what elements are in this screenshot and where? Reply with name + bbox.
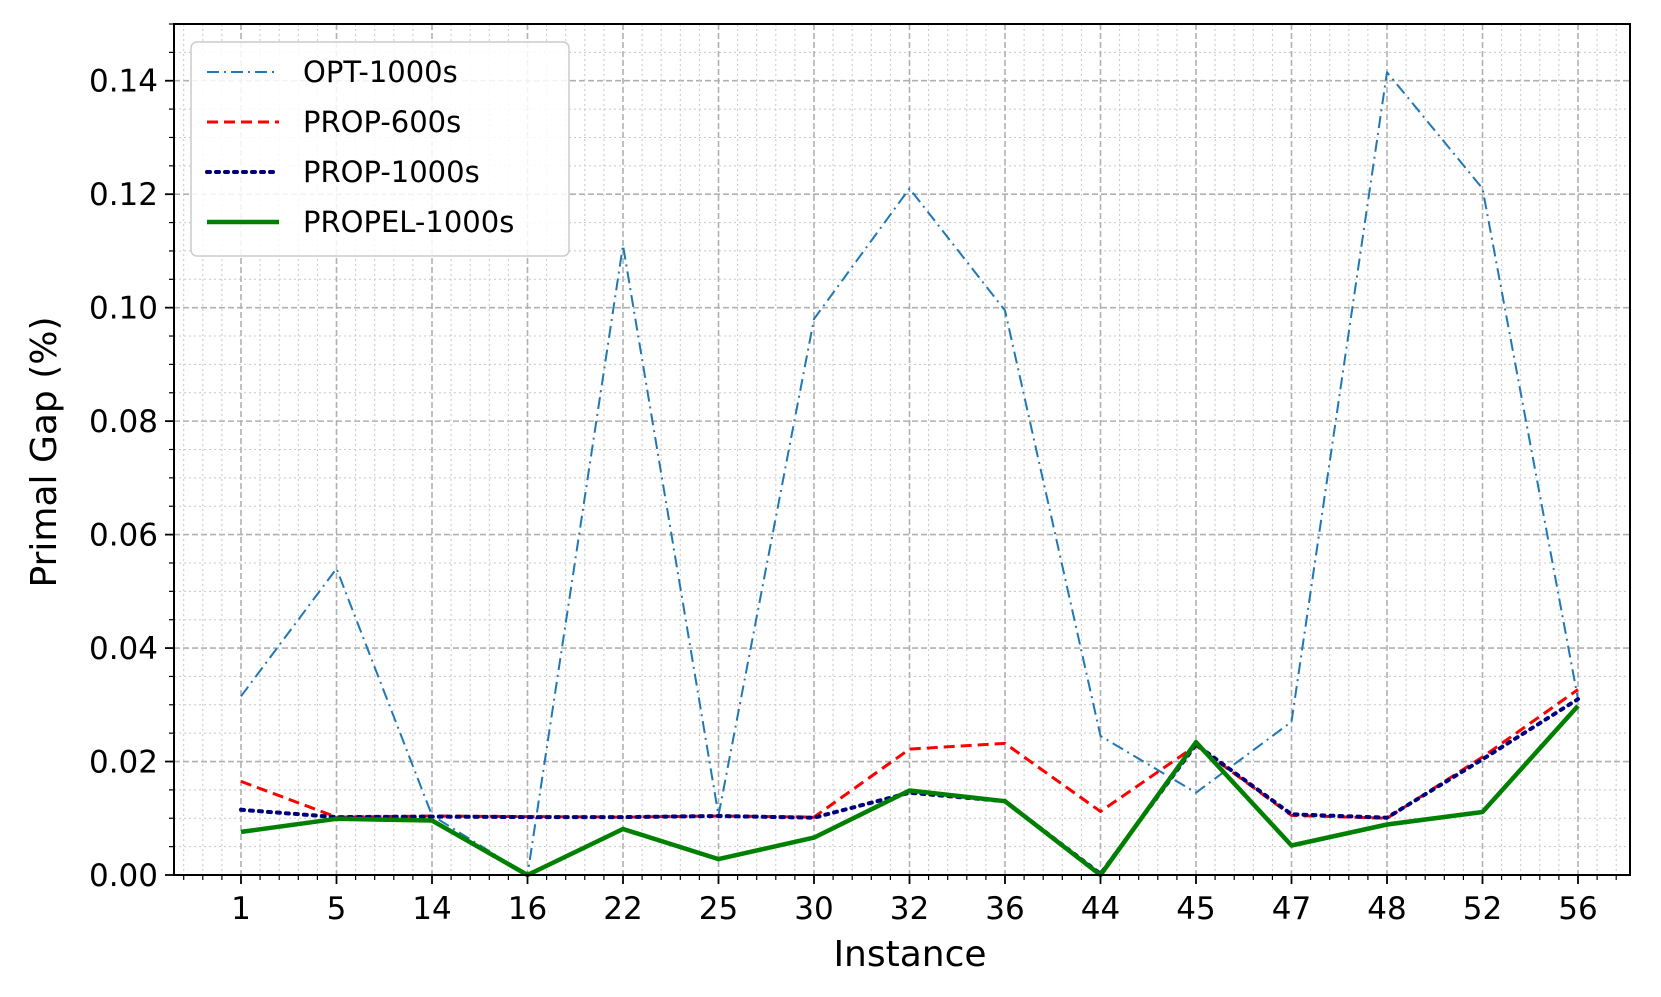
y-tick-label: 0.00 [89, 858, 158, 894]
x-tick-label: 16 [508, 891, 547, 927]
y-tick-label: 0.14 [89, 64, 158, 100]
legend-label: OPT-1000s [303, 55, 458, 89]
legend-label: PROPEL-1000s [303, 205, 514, 239]
x-tick-label: 14 [412, 891, 451, 927]
axis-ticks [165, 23, 1617, 884]
legend-label: PROP-1000s [303, 155, 480, 189]
x-tick-label: 30 [794, 891, 833, 927]
x-tick-label: 36 [985, 891, 1024, 927]
x-tick-label: 32 [890, 891, 929, 927]
y-axis-label: Primal Gap (%) [24, 316, 65, 587]
x-tick-label: 47 [1272, 891, 1311, 927]
x-axis-label: Instance [833, 934, 986, 975]
y-tick-labels: 0.00 0.02 0.04 0.06 0.08 0.10 0.12 0.14 [89, 64, 158, 894]
y-tick-label: 0.08 [89, 404, 158, 440]
x-tick-labels: 1 5 14 16 22 25 30 32 36 44 45 47 48 52 56 [231, 891, 1598, 927]
x-tick-label: 22 [603, 891, 642, 927]
x-tick-label: 25 [699, 891, 738, 927]
x-tick-label: 44 [1081, 891, 1120, 927]
grid [174, 23, 1630, 876]
x-tick-label: 5 [327, 891, 347, 927]
x-tick-label: 56 [1558, 891, 1597, 927]
series-line-opt-1000s [240, 71, 1579, 876]
y-tick-label: 0.04 [89, 631, 158, 667]
y-tick-label: 0.10 [89, 291, 158, 327]
series-lines [239, 71, 1580, 878]
legend: OPT-1000s PROP-600s PROP-1000s PROPEL-1000s [190, 41, 570, 257]
legend-label: PROP-600s [303, 105, 461, 139]
x-tick-label: 48 [1367, 891, 1406, 927]
y-tick-label: 0.12 [89, 177, 158, 213]
series-line-propel-1000s [240, 704, 1580, 878]
legend-box [190, 41, 570, 257]
x-tick-label: 1 [231, 891, 251, 927]
x-tick-label: 45 [1176, 891, 1215, 927]
x-tick-label: 52 [1463, 891, 1502, 927]
y-tick-label: 0.06 [89, 518, 158, 554]
y-tick-label: 0.02 [89, 745, 158, 781]
series-line-prop-1000s [239, 697, 1580, 876]
